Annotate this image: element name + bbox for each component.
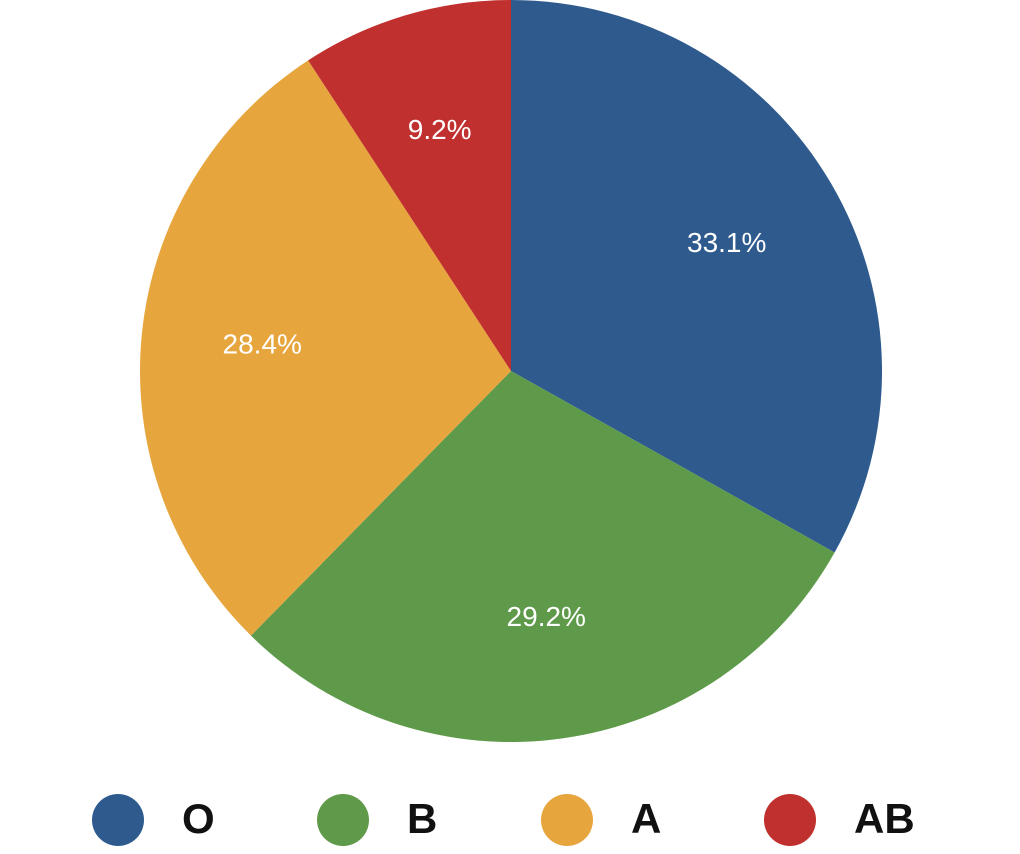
value-label: 33.1% <box>687 227 766 258</box>
pie-slice <box>250 371 835 743</box>
legend-swatch <box>92 794 144 846</box>
pie-slice <box>139 60 511 636</box>
legend-swatch <box>764 794 816 846</box>
value-label: 9.2% <box>408 114 472 145</box>
value-label: 28.4% <box>223 329 302 360</box>
legend-swatch <box>541 794 593 846</box>
legend-label: AB <box>854 795 915 842</box>
pie-slice <box>511 0 882 553</box>
legend-label: A <box>631 795 661 842</box>
legend-swatch <box>317 794 369 846</box>
legend-label: B <box>407 795 437 842</box>
legend-label: O <box>182 795 215 842</box>
pie-slice <box>308 0 511 371</box>
value-label: 29.2% <box>507 601 586 632</box>
